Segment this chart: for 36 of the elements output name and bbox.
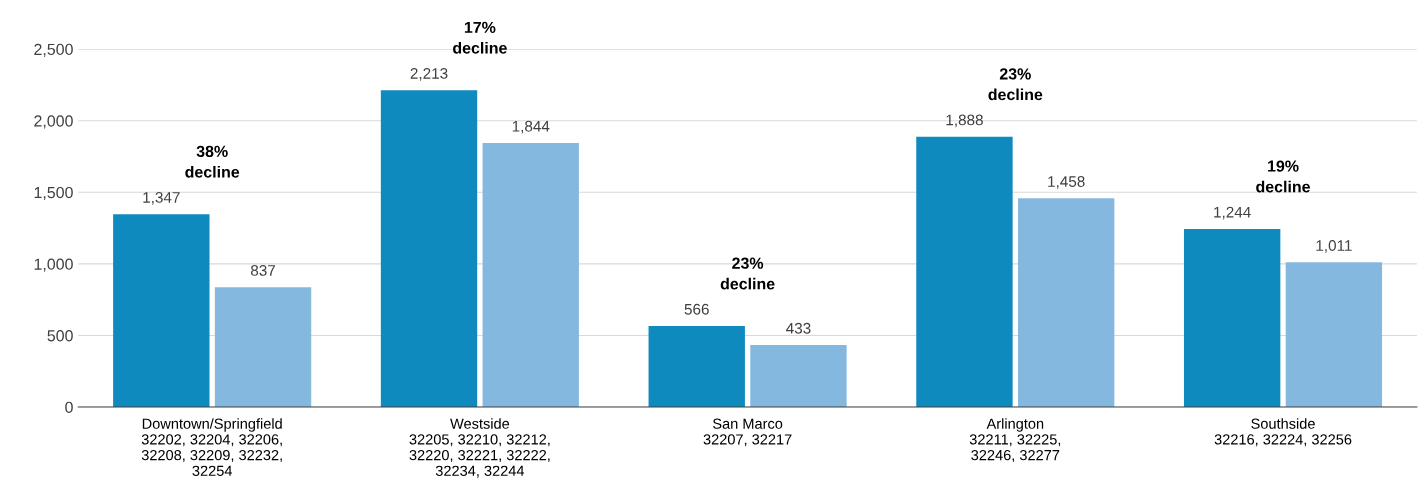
bar [1017, 198, 1115, 408]
annotation: 38% decline [185, 145, 240, 178]
x-tick-label: Westside 32205, 32210, 32212, 32220, 32221, 32222, 32234, 32244 [409, 418, 550, 478]
y-tick-label: 1,000 [34, 258, 73, 272]
annotation: 23% decline [988, 68, 1043, 101]
data-label: 1,458 [1048, 176, 1085, 189]
bar [380, 90, 478, 408]
x-tick-label: Southside 32216, 32224, 32256 [1214, 418, 1352, 447]
bar [113, 214, 210, 408]
y-tick-label: 2,000 [34, 115, 73, 129]
bar [916, 136, 1013, 408]
data-label: 566 [684, 303, 709, 315]
x-tick-label: Downtown/Springfield 32202, 32204, 32206, 32208, 32209, 32232, 32254 [141, 418, 282, 476]
data-label: 1,244 [1214, 206, 1251, 220]
y-tick-label: 2,500 [34, 43, 73, 57]
annotation: 19% decline [1256, 160, 1310, 193]
bar [648, 326, 745, 408]
data-label: 1,844 [512, 120, 550, 134]
data-label: 433 [786, 322, 811, 334]
y-tick-label: 0 [65, 401, 73, 413]
bar [214, 287, 312, 408]
data-label: 1,011 [1316, 240, 1352, 253]
data-label: 2,213 [410, 68, 448, 81]
bar [1285, 262, 1383, 408]
annotation: 17% decline [453, 21, 507, 54]
x-tick-label: San Marco 32207, 32217 [703, 418, 792, 447]
data-label: 1,347 [143, 192, 180, 205]
bar [750, 345, 847, 408]
annotation: 23% decline [720, 257, 775, 290]
x-tick-label: Arlington 32211, 32225, 32246, 32277 [969, 418, 1061, 462]
data-label: 837 [250, 265, 276, 276]
data-label: 1,888 [946, 114, 983, 128]
y-tick-label: 500 [47, 330, 73, 342]
bar [1183, 228, 1281, 408]
y-tick-label: 1,500 [34, 186, 73, 201]
bar [482, 143, 579, 408]
